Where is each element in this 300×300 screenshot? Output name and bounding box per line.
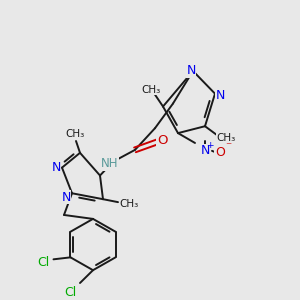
Text: O: O [215,146,225,159]
Text: O: O [157,134,167,146]
Text: N: N [61,191,71,204]
Text: N: N [51,161,61,174]
Text: Cl: Cl [64,286,76,299]
Text: Cl: Cl [38,256,50,269]
Text: N: N [200,144,210,158]
Text: CH₃: CH₃ [119,199,139,209]
Text: CH₃: CH₃ [141,85,160,95]
Text: +: + [206,141,214,150]
Text: NH: NH [101,157,119,170]
Text: CH₃: CH₃ [216,133,236,143]
Text: CH₃: CH₃ [65,129,85,139]
Text: ⁻: ⁻ [225,140,231,153]
Text: N: N [186,64,196,77]
Text: N: N [215,89,225,102]
